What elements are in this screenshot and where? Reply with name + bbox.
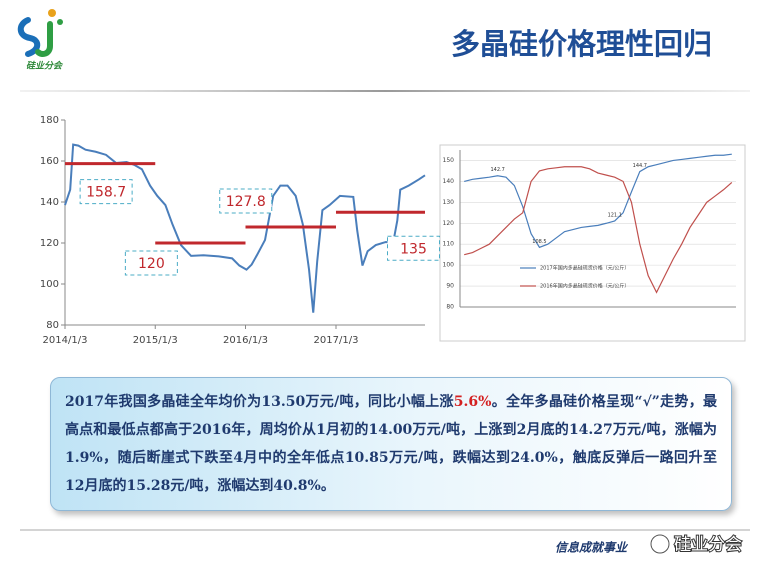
line-series bbox=[64, 143, 426, 313]
chart2-frame bbox=[439, 144, 746, 342]
legend-label: 2017年国内多晶硅现货价格（元/公斤） bbox=[540, 265, 629, 272]
y-tick-label: 90 bbox=[446, 283, 454, 290]
average-label: 120 bbox=[138, 256, 165, 272]
line-series bbox=[464, 166, 733, 294]
x-tick-label: 2015/1/3 bbox=[133, 335, 178, 346]
y-tick-label: 80 bbox=[46, 320, 59, 331]
y-tick-label: 140 bbox=[443, 178, 455, 185]
footer-slogan: 信息成就事业 bbox=[555, 541, 629, 555]
summary-text: 。全年多晶硅价格呈现“√”走势，最高点和最低点都高于2016年，周均价从1月初的… bbox=[65, 394, 717, 494]
average-label-box bbox=[79, 179, 133, 205]
logo bbox=[17, 9, 63, 57]
y-tick-label: 180 bbox=[40, 115, 59, 126]
x-tick-label: 2017/1/3 bbox=[314, 335, 359, 346]
y-tick-label: 110 bbox=[443, 241, 455, 248]
y-tick-label: 140 bbox=[40, 197, 59, 208]
y-tick-label: 80 bbox=[446, 304, 454, 311]
average-label: 127.8 bbox=[226, 194, 266, 210]
slide-title: 多晶硅价格理性回归 bbox=[451, 27, 712, 61]
y-tick-label: 100 bbox=[443, 262, 455, 269]
average-label: 158.7 bbox=[86, 185, 126, 201]
summary-box: 2017年我国多晶硅全年均价为13.50万元/吨，同比小幅上涨5.6%。全年多晶… bbox=[50, 377, 732, 511]
line-series bbox=[464, 153, 732, 249]
average-label: 135 bbox=[400, 241, 427, 257]
y-tick-label: 130 bbox=[443, 199, 455, 206]
point-label: 144.7 bbox=[633, 163, 647, 169]
watermark-icon bbox=[650, 534, 670, 554]
y-tick-label: 160 bbox=[40, 156, 59, 167]
x-tick-label: 2016/1/3 bbox=[223, 335, 268, 346]
summary-highlight: 5.6% bbox=[453, 394, 492, 410]
average-label-box bbox=[124, 250, 178, 276]
summary-text: 2017年我国多晶硅全年均价为13.50万元/吨，同比小幅上涨 bbox=[65, 394, 454, 410]
watermark: 硅业分会 bbox=[674, 535, 742, 555]
x-tick-label: 2014/1/3 bbox=[43, 335, 88, 346]
average-label-box bbox=[386, 235, 440, 261]
point-label: 142.7 bbox=[490, 167, 504, 173]
average-label-box bbox=[219, 188, 273, 214]
y-tick-label: 100 bbox=[40, 279, 59, 290]
logo-text: 硅业分会 bbox=[26, 61, 64, 72]
point-label: 108.5 bbox=[532, 239, 546, 245]
y-tick-label: 120 bbox=[443, 220, 455, 227]
y-tick-label: 120 bbox=[40, 238, 59, 249]
title-rule bbox=[20, 90, 750, 92]
point-label: 121.1 bbox=[608, 212, 622, 218]
legend-label: 2016年国内多晶硅现货价格（元/公斤） bbox=[540, 283, 629, 290]
y-tick-label: 150 bbox=[443, 157, 455, 164]
